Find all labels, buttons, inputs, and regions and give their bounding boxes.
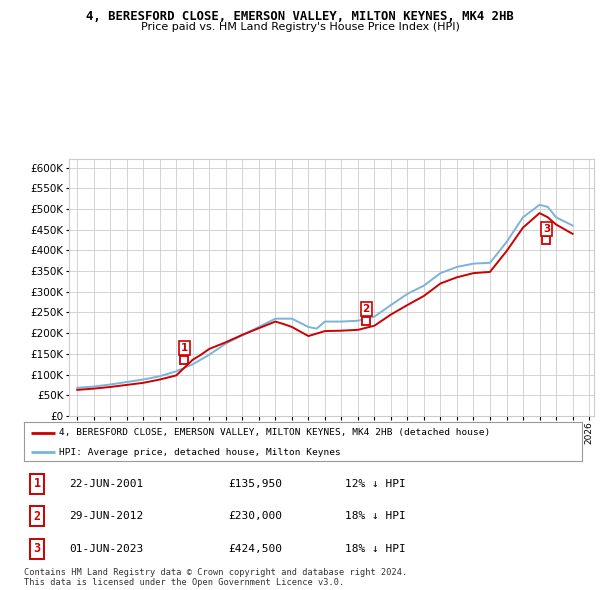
Text: 3: 3 [543,224,550,234]
Text: 18% ↓ HPI: 18% ↓ HPI [345,544,406,553]
Text: 4, BERESFORD CLOSE, EMERSON VALLEY, MILTON KEYNES, MK4 2HB (detached house): 4, BERESFORD CLOSE, EMERSON VALLEY, MILT… [59,428,490,437]
Text: 2: 2 [34,510,41,523]
Text: £424,500: £424,500 [228,544,282,553]
Text: 01-JUN-2023: 01-JUN-2023 [69,544,143,553]
Text: HPI: Average price, detached house, Milton Keynes: HPI: Average price, detached house, Milt… [59,448,341,457]
Text: 12% ↓ HPI: 12% ↓ HPI [345,479,406,489]
Text: 3: 3 [34,542,41,555]
Text: £230,000: £230,000 [228,512,282,521]
Text: Price paid vs. HM Land Registry's House Price Index (HPI): Price paid vs. HM Land Registry's House … [140,22,460,32]
Text: 18% ↓ HPI: 18% ↓ HPI [345,512,406,521]
Text: 22-JUN-2001: 22-JUN-2001 [69,479,143,489]
Text: 2: 2 [362,304,370,314]
Text: £135,950: £135,950 [228,479,282,489]
Text: 4, BERESFORD CLOSE, EMERSON VALLEY, MILTON KEYNES, MK4 2HB: 4, BERESFORD CLOSE, EMERSON VALLEY, MILT… [86,10,514,23]
Text: 1: 1 [34,477,41,490]
Text: 29-JUN-2012: 29-JUN-2012 [69,512,143,521]
Text: Contains HM Land Registry data © Crown copyright and database right 2024.
This d: Contains HM Land Registry data © Crown c… [24,568,407,587]
Text: 1: 1 [181,343,188,353]
